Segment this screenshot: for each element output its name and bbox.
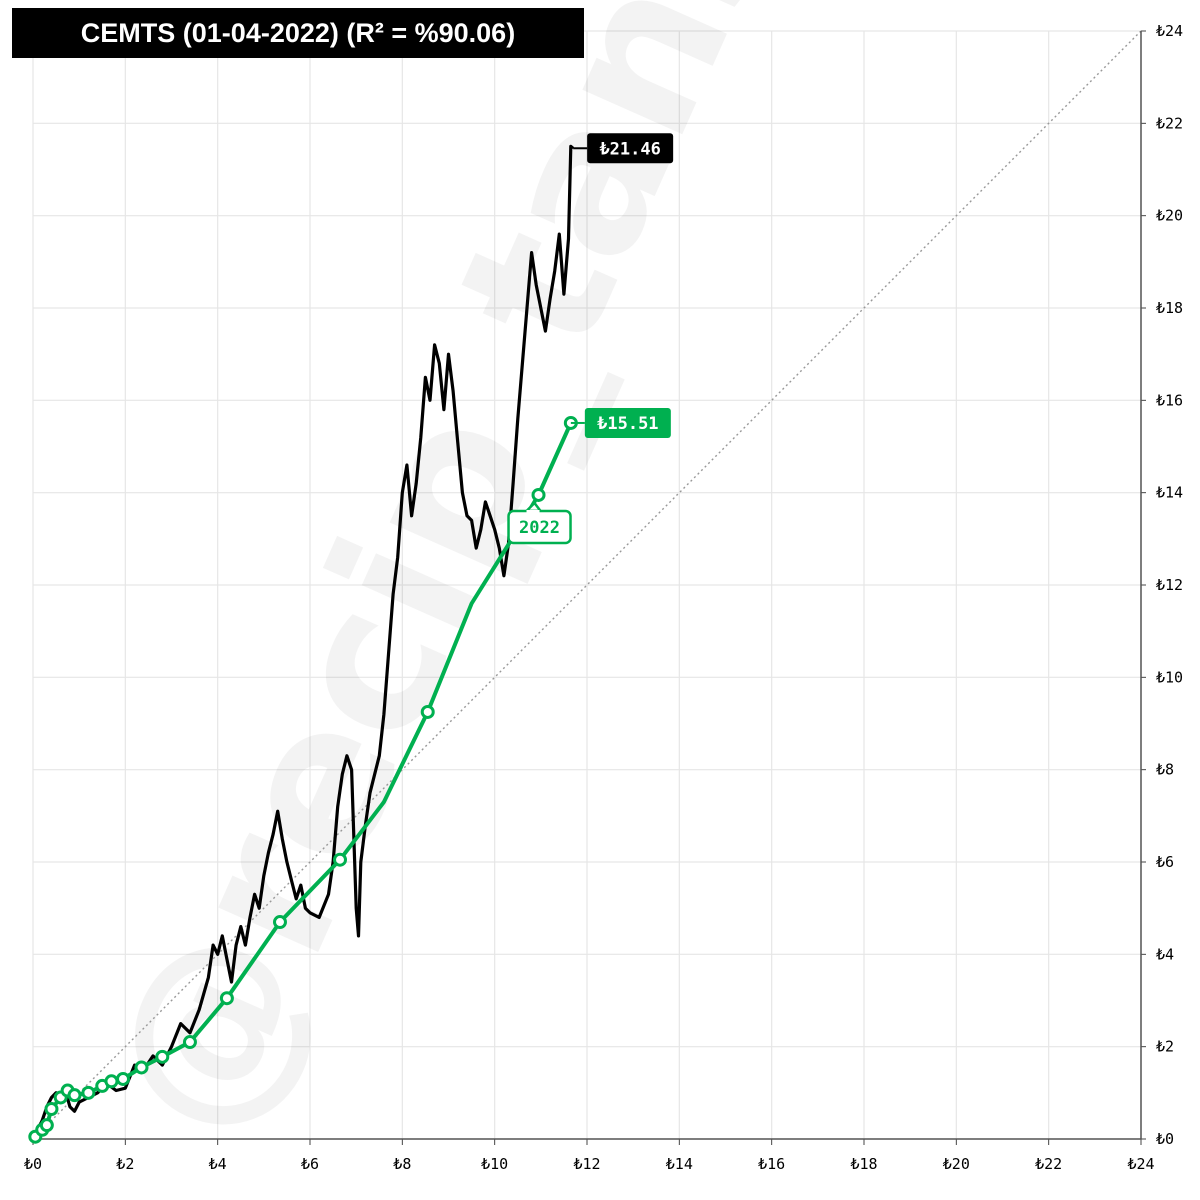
- fair-value-marker: [39, 1118, 54, 1133]
- y-tick-label: ₺12: [1156, 576, 1183, 594]
- fair-value-marker: [182, 1035, 197, 1050]
- y-tick-label: ₺10: [1156, 668, 1183, 686]
- fair-value-marker: [155, 1049, 170, 1064]
- y-tick-label: ₺6: [1156, 853, 1174, 871]
- fair-value-marker: [104, 1074, 119, 1089]
- fair-value-marker: [272, 915, 287, 930]
- y-tick-label: ₺2: [1156, 1038, 1174, 1056]
- x-tick-label: ₺24: [1127, 1155, 1154, 1173]
- fair-value-marker: [420, 704, 435, 719]
- y-tick-label: ₺24: [1156, 22, 1183, 40]
- x-tick-label: ₺16: [758, 1155, 785, 1173]
- y-tick-label: ₺20: [1156, 207, 1183, 225]
- price-label-box: [587, 133, 674, 164]
- y-tick-label: ₺22: [1156, 114, 1183, 132]
- value-labels: ₺21.46 ₺15.51 2022: [507, 133, 674, 545]
- x-tick-label: ₺20: [943, 1155, 970, 1173]
- x-tick-label: ₺0: [24, 1155, 42, 1173]
- chart-title: CEMTS (01-04-2022) (R² = %90.06): [12, 8, 584, 58]
- series-layer: [28, 144, 578, 1144]
- x-tick-label: ₺18: [850, 1155, 877, 1173]
- callout-joint: [526, 509, 540, 514]
- x-tick-label: ₺4: [209, 1155, 227, 1173]
- x-tick-label: ₺2: [116, 1155, 134, 1173]
- fair-label-box: [584, 407, 671, 438]
- callout-year: 2022: [519, 518, 560, 538]
- x-tick-label: ₺10: [481, 1155, 508, 1173]
- fair-value-marker: [531, 487, 546, 502]
- fair-value-marker: [67, 1088, 82, 1103]
- fair-value-marker: [134, 1060, 149, 1075]
- fair-value-marker: [219, 991, 234, 1006]
- y-tick-label: ₺0: [1156, 1130, 1174, 1148]
- fair-last-value: ₺15.51: [597, 414, 658, 434]
- fair-value-marker: [81, 1085, 96, 1100]
- x-tick-label: ₺22: [1035, 1155, 1062, 1173]
- y-tick-label: ₺4: [1156, 945, 1174, 963]
- x-tick-label: ₺12: [573, 1155, 600, 1173]
- y-tick-label: ₺16: [1156, 391, 1183, 409]
- price-last-value: ₺21.46: [599, 139, 660, 159]
- fair-value-marker: [333, 852, 348, 867]
- fair-value-marker: [116, 1071, 131, 1086]
- x-tick-label: ₺8: [393, 1155, 411, 1173]
- x-tick-label: ₺6: [301, 1155, 319, 1173]
- y-tick-label: ₺8: [1156, 761, 1174, 779]
- fair-value-marker: [44, 1101, 59, 1116]
- x-tick-label: ₺14: [666, 1155, 693, 1173]
- y-tick-label: ₺14: [1156, 484, 1183, 502]
- axes: ₺0 ₺2 ₺4 ₺6 ₺8 ₺10 ₺12 ₺14 ₺16 ₺18 ₺20 ₺22 ₺24₺0₺2₺4…: [24, 22, 1183, 1173]
- y-tick-label: ₺18: [1156, 299, 1183, 317]
